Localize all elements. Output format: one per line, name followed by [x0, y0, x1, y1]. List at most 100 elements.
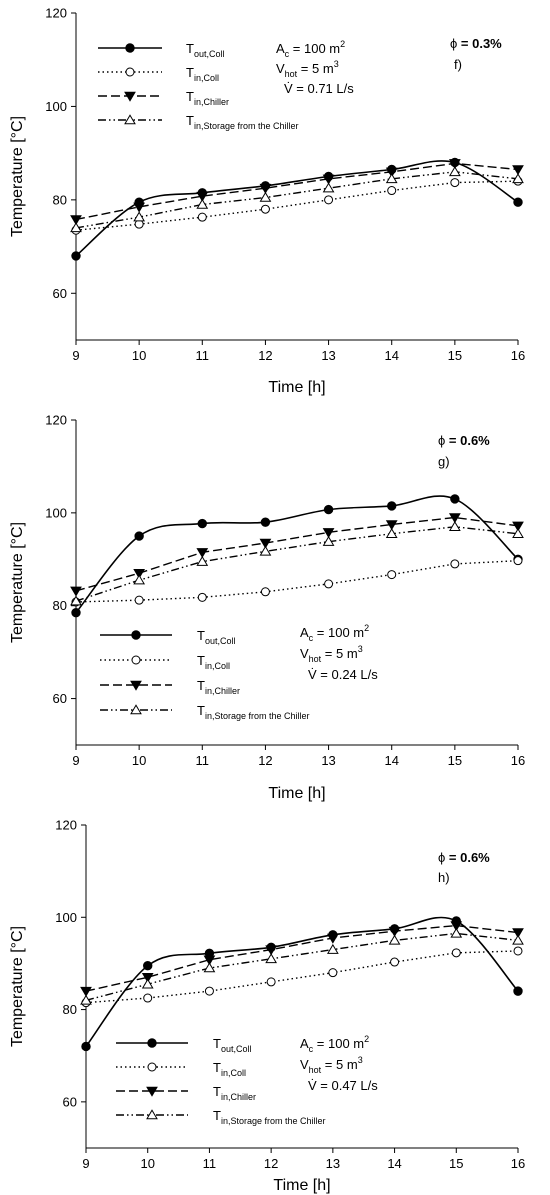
data-point — [324, 195, 334, 205]
chart-panel-h: 60 80 100 120 9 10 11 12 13 14 15 16 Time [h] Tempera… — [0, 805, 550, 1195]
x-tick-label: 16 — [511, 753, 525, 768]
legend-marker — [146, 1086, 158, 1097]
legend-label: Tin,Chiller — [186, 89, 229, 107]
panel-label: f) — [454, 57, 462, 72]
x-axis-title: Time [h] — [273, 1177, 330, 1194]
data-point — [328, 968, 338, 978]
data-point — [133, 202, 146, 213]
x-axis-title: Time [h] — [268, 785, 325, 802]
legend-label: Tin,Chiller — [197, 678, 240, 696]
data-point — [260, 204, 270, 214]
data-point — [204, 986, 214, 996]
phi-annotation: ϕ = 0.6% — [438, 850, 490, 865]
y-axis-title: Temperature [°C] — [9, 522, 26, 643]
series-in-coll — [81, 946, 523, 1008]
data-point — [196, 191, 209, 202]
y-tick-label: 120 — [55, 818, 77, 833]
data-point — [81, 1041, 91, 1052]
data-point — [80, 986, 92, 997]
series-line — [75, 171, 519, 229]
y-tick-label: 60 — [53, 286, 67, 301]
series-line — [75, 526, 519, 602]
series-line — [85, 924, 519, 992]
legend-marker — [147, 1062, 157, 1072]
data-point — [450, 559, 460, 569]
data-point — [322, 535, 335, 546]
legend-label: Tin,Chiller — [213, 1084, 256, 1102]
data-point — [323, 504, 334, 515]
data-point — [450, 494, 460, 504]
parameter-annotation: V̇ = 0.71 L/s — [284, 81, 354, 96]
x-tick-label: 16 — [511, 1156, 525, 1171]
data-point — [513, 197, 523, 207]
data-point — [387, 186, 397, 196]
chart-panel-g: 60 80 100 120 9 10 11 12 13 14 15 16 Time [h] Tempera… — [0, 400, 550, 805]
data-point — [141, 978, 154, 989]
y-tick-label: 80 — [63, 1002, 77, 1017]
data-point — [388, 934, 401, 945]
series-in-storage-from-the-chiller — [80, 927, 524, 1005]
legend-marker — [125, 43, 135, 53]
data-point — [388, 926, 401, 937]
x-tick-label: 10 — [132, 348, 146, 363]
x-tick-label: 9 — [72, 753, 79, 768]
y-tick-label: 100 — [45, 505, 67, 520]
data-point — [448, 521, 461, 532]
legend-marker — [130, 704, 142, 715]
data-point — [513, 946, 523, 956]
data-point — [203, 955, 216, 966]
chart-svg-h: 60 80 100 120 9 10 11 12 13 14 15 16 Time [h] Tempera… — [9, 818, 525, 1195]
series-line — [75, 162, 519, 221]
data-point — [70, 595, 82, 606]
x-tick-label: 13 — [321, 753, 335, 768]
data-point — [326, 933, 339, 944]
legend-marker — [131, 655, 141, 665]
data-point — [266, 977, 276, 987]
legend-marker — [130, 680, 142, 691]
phi-annotation: ϕ = 0.3% — [450, 36, 502, 51]
legend-label: Tin,Coll — [186, 65, 219, 83]
y-axis-title: Temperature [°C] — [9, 926, 26, 1047]
data-point — [512, 173, 524, 184]
data-point — [322, 528, 335, 539]
data-point — [387, 570, 397, 580]
x-tick-label: 12 — [258, 753, 272, 768]
x-tick-label: 15 — [448, 753, 462, 768]
x-tick-label: 15 — [449, 1156, 463, 1171]
x-tick-label: 15 — [448, 348, 462, 363]
chart-panel-f: 60 80 100 120 9 10 11 12 13 14 15 16 Time [h] Tempera… — [0, 0, 550, 400]
x-tick-label: 9 — [72, 348, 79, 363]
data-point — [387, 501, 397, 511]
x-tick-label: 11 — [203, 1156, 217, 1171]
data-point — [448, 166, 461, 177]
data-point — [196, 555, 209, 566]
data-point — [133, 574, 146, 585]
data-point — [322, 174, 335, 185]
panel-label: h) — [438, 870, 450, 885]
legend: Tout,Coll Tin,Coll Tin,Chiller Tin,Storage … — [116, 1036, 326, 1126]
data-point — [197, 592, 207, 602]
x-tick-label: 12 — [258, 348, 272, 363]
x-tick-label: 14 — [384, 753, 398, 768]
data-point — [513, 986, 523, 996]
parameter-annotation: Ac = 100 m2 — [300, 1034, 369, 1054]
data-point — [196, 548, 209, 559]
data-point — [385, 167, 398, 178]
parameter-annotation: V̇ = 0.47 L/s — [308, 1078, 378, 1093]
data-point — [259, 545, 272, 556]
legend-label: Tin,Coll — [213, 1060, 246, 1078]
data-point — [80, 994, 92, 1005]
data-point — [512, 521, 524, 532]
data-point — [134, 595, 144, 605]
data-point — [512, 934, 524, 945]
data-point — [133, 211, 146, 222]
parameter-annotation: Vhot = 5 m3 — [276, 59, 339, 79]
data-point — [197, 212, 207, 222]
y-tick-label: 120 — [45, 413, 67, 428]
x-axis-title: Time [h] — [268, 379, 325, 396]
parameter-annotation: Vhot = 5 m3 — [300, 1055, 363, 1075]
data-point — [513, 556, 523, 566]
data-point — [259, 183, 272, 194]
